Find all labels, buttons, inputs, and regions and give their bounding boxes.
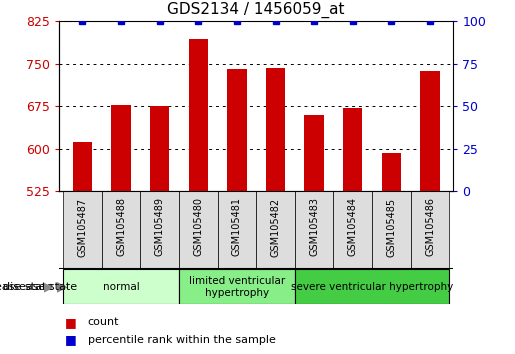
Text: GSM105482: GSM105482 [270, 198, 281, 257]
Text: GSM105485: GSM105485 [386, 198, 397, 257]
Bar [111, 105, 131, 191]
Text: ■: ■ [64, 316, 76, 329]
FancyBboxPatch shape [179, 191, 217, 269]
Text: GSM105483: GSM105483 [309, 198, 319, 256]
Bar [304, 115, 324, 191]
Text: GSM105487: GSM105487 [77, 198, 88, 257]
FancyBboxPatch shape [179, 269, 295, 304]
Text: percentile rank within the sample: percentile rank within the sample [88, 335, 276, 345]
Bar [73, 142, 92, 191]
Text: disease state: disease state [0, 282, 57, 292]
FancyBboxPatch shape [256, 191, 295, 269]
Text: severe ventricular hypertrophy: severe ventricular hypertrophy [291, 282, 453, 292]
Bar [266, 68, 285, 191]
Text: GSM105486: GSM105486 [425, 198, 435, 256]
FancyBboxPatch shape [410, 191, 449, 269]
Bar [150, 105, 169, 191]
Title: GDS2134 / 1456059_at: GDS2134 / 1456059_at [167, 2, 345, 18]
FancyBboxPatch shape [295, 191, 334, 269]
Text: limited ventricular
hypertrophy: limited ventricular hypertrophy [189, 276, 285, 298]
Bar [188, 39, 208, 191]
Text: count: count [88, 317, 119, 327]
Text: GSM105481: GSM105481 [232, 198, 242, 256]
Text: ■: ■ [64, 333, 76, 346]
Bar [382, 153, 401, 191]
Text: normal: normal [102, 282, 140, 292]
FancyBboxPatch shape [372, 191, 410, 269]
Bar [420, 70, 440, 191]
Text: GSM105484: GSM105484 [348, 198, 358, 256]
Bar [343, 108, 363, 191]
Bar [227, 69, 247, 191]
Text: ▶: ▶ [44, 280, 54, 293]
FancyBboxPatch shape [102, 191, 140, 269]
Text: disease state: disease state [3, 282, 77, 292]
FancyBboxPatch shape [140, 191, 179, 269]
FancyBboxPatch shape [217, 191, 256, 269]
Text: GSM105488: GSM105488 [116, 198, 126, 256]
Text: GSM105480: GSM105480 [193, 198, 203, 256]
Text: ▶: ▶ [57, 280, 67, 294]
Text: GSM105489: GSM105489 [154, 198, 165, 256]
FancyBboxPatch shape [334, 191, 372, 269]
FancyBboxPatch shape [295, 269, 449, 304]
FancyBboxPatch shape [63, 191, 102, 269]
FancyBboxPatch shape [63, 269, 179, 304]
